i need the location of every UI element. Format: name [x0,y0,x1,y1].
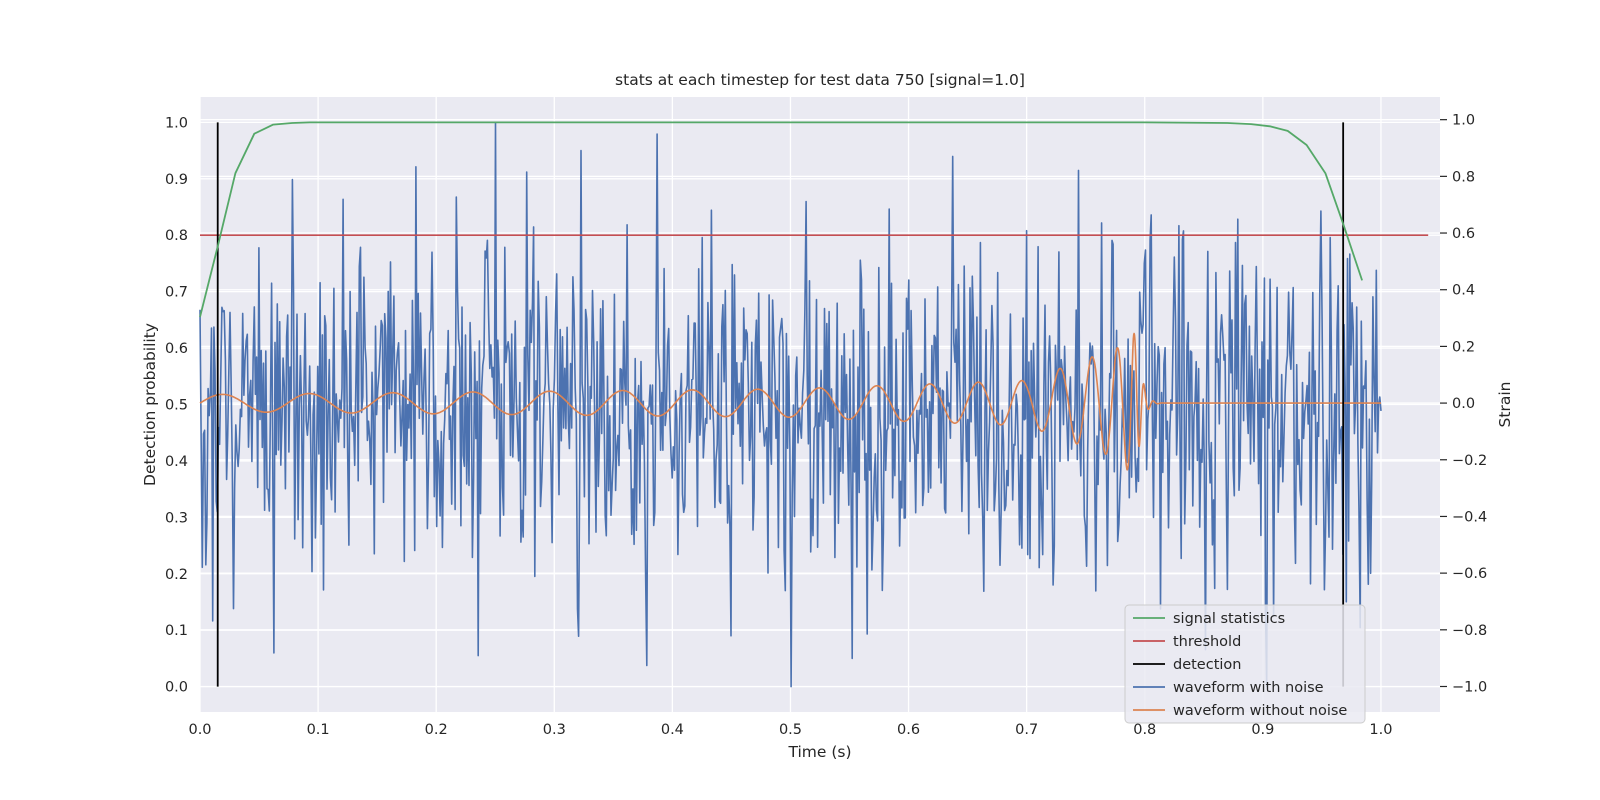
legend-box [1124,604,1366,724]
y-tick-label: 0.0 [165,680,188,696]
y-tick-label: 0.5 [165,398,188,414]
y-tick-label: 0.7 [165,285,188,301]
y2-tick-label: 0.0 [1452,396,1475,412]
y2-tick-label: −0.6 [1452,566,1487,582]
y-tick-label: 0.8 [165,228,188,244]
x-tick-label: 0.8 [1133,722,1156,738]
x-tick-label: 0.3 [543,722,566,738]
legend-entry-label: waveform with noise [1173,680,1324,696]
y-tick-label: 0.3 [165,510,188,526]
x-tick-label: 0.4 [661,722,684,738]
x-tick-label: 1.0 [1369,722,1392,738]
legend: signal statistics threshold detection wavef… [1124,604,1366,724]
y2-tick-label: −0.4 [1452,509,1487,525]
x-tick-label: 0.2 [425,722,448,738]
y2-tick-label: −0.8 [1452,623,1487,639]
y-tick-label: 0.6 [165,341,188,357]
y-axis-label: Detection probability [141,323,159,486]
y2-tick-label: 0.2 [1452,339,1475,355]
y2-tick-label: 0.8 [1452,169,1475,185]
y-tick-label: 1.0 [165,115,188,131]
y-tick-label: 0.2 [165,567,188,583]
series-signal-statistics [199,121,1363,318]
legend-entry-label: detection [1173,657,1241,673]
x-tick-label: 0.0 [188,722,211,738]
y-tick-label: 0.1 [165,623,188,639]
y2-tick-label: 0.4 [1452,283,1475,299]
series-waveform-without-noise [199,332,1382,471]
series-waveform-with-noise [199,121,1382,688]
x-tick-label: 0.1 [307,722,330,738]
legend-entry-label: waveform without noise [1173,703,1347,719]
x-tick-label: 0.7 [1015,722,1038,738]
y2-tick-label: −0.2 [1452,453,1487,469]
x-tick-label: 0.9 [1251,722,1274,738]
legend-entry-label: signal statistics [1173,611,1285,627]
y2-tick-label: 0.6 [1452,226,1475,242]
y2-tick-label: 1.0 [1452,113,1475,129]
x-tick-label: 0.5 [779,722,802,738]
axes-layer: 0.0 0.1 0.2 0.3 0.4 0.5 0.6 0.7 0.8 0.9 1.0 0.0 0.1 0… [165,113,1487,738]
series-layer [199,121,1429,688]
x-axis-label: Time (s) [787,743,851,761]
x-tick-label: 0.6 [897,722,920,738]
legend-entry-label: threshold [1173,634,1241,650]
chart-title: stats at each timestep for test data 750… [615,71,1025,89]
y-tick-label: 0.9 [165,172,188,188]
y-tick-label: 0.4 [165,454,188,470]
y2-tick-label: −1.0 [1452,679,1487,695]
y2-axis-label: Strain [1496,382,1514,428]
